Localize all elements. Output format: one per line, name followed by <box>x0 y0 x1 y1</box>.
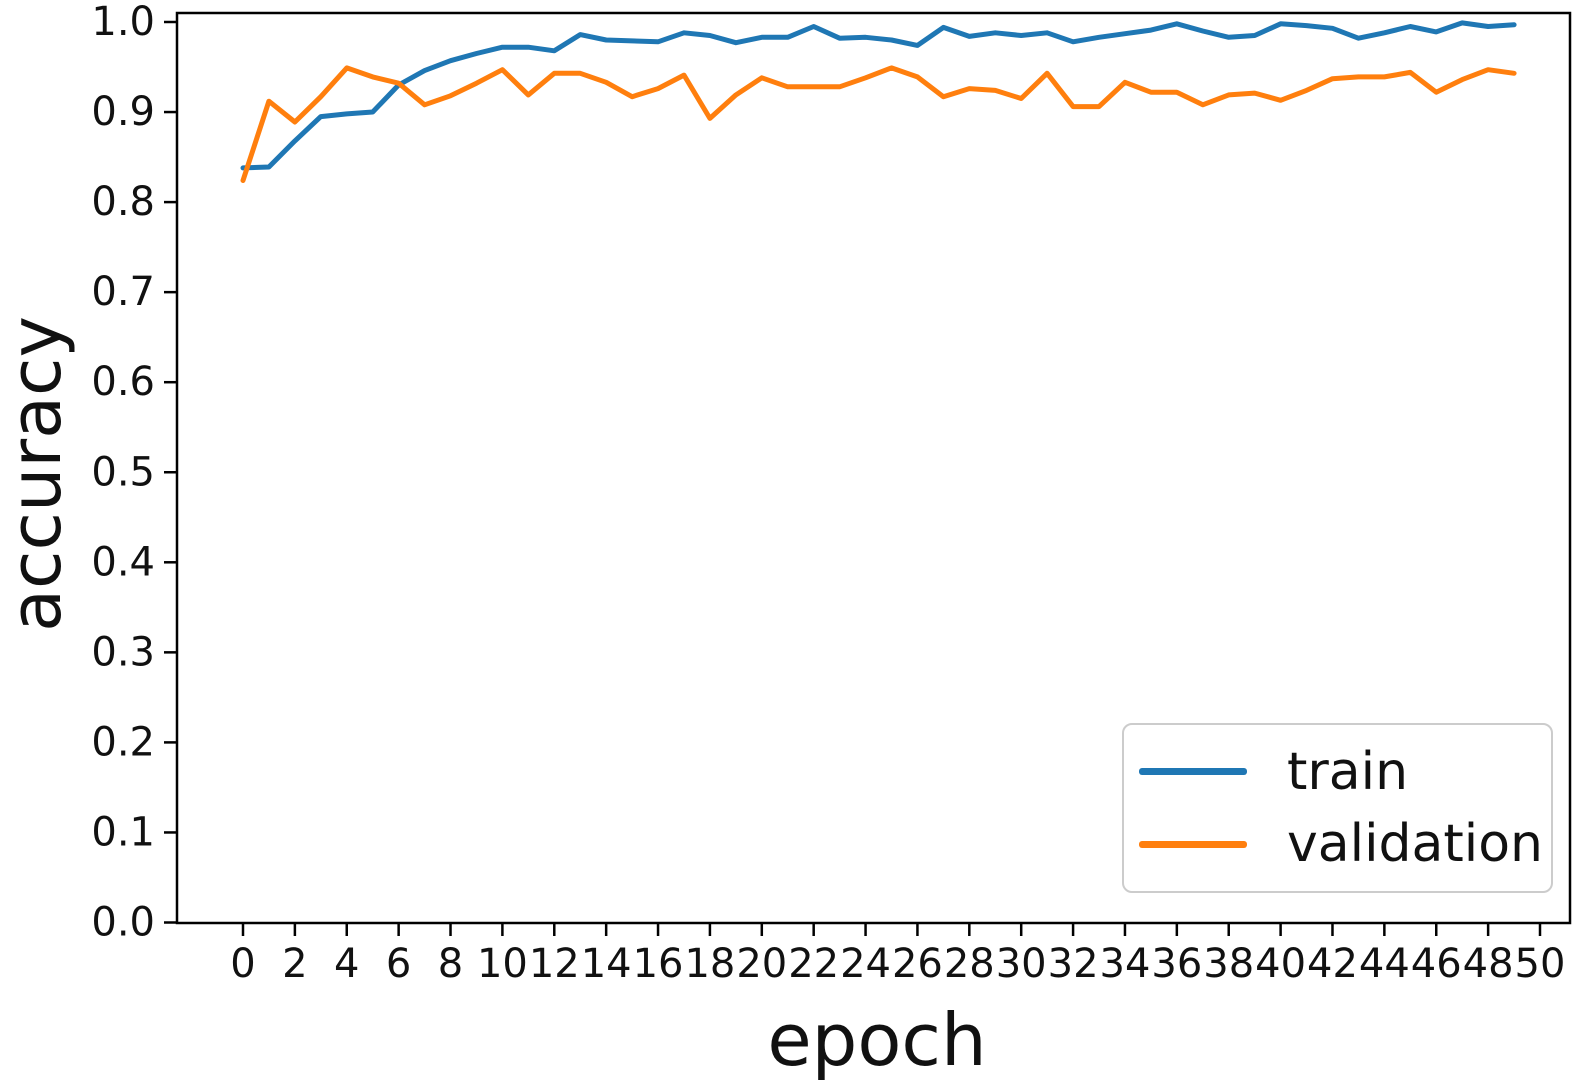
y-tick-label: 0.1 <box>91 809 155 855</box>
x-tick-label: 50 <box>1515 941 1566 987</box>
legend-label-validation: validation <box>1287 814 1544 875</box>
x-tick-label: 46 <box>1411 941 1462 987</box>
x-tick-label: 18 <box>684 941 735 987</box>
x-tick-label: 34 <box>1100 941 1151 987</box>
y-tick-label: 0.3 <box>91 629 155 675</box>
y-tick-label: 0.6 <box>91 359 155 405</box>
x-tick-label: 8 <box>438 941 463 987</box>
x-tick-label: 38 <box>1203 941 1254 987</box>
x-tick-label: 26 <box>892 941 943 987</box>
x-tick-label: 44 <box>1359 941 1410 987</box>
x-axis-label: epoch <box>767 998 987 1082</box>
x-tick-label: 48 <box>1463 941 1514 987</box>
y-tick-label: 0.9 <box>91 89 155 135</box>
y-tick-label: 0.5 <box>91 449 155 495</box>
y-tick-label: 0.0 <box>91 900 155 946</box>
validation-line-sample <box>1139 840 1247 848</box>
x-tick-label: 36 <box>1151 941 1202 987</box>
x-tick-label: 24 <box>840 941 891 987</box>
x-tick-label: 20 <box>736 941 787 987</box>
train-curve <box>240 20 1517 171</box>
y-tick-label: 0.4 <box>91 539 155 585</box>
y-tick-label: 0.2 <box>91 719 155 765</box>
x-tick-label: 16 <box>633 941 684 987</box>
legend: train validation <box>1122 723 1553 893</box>
x-tick-label: 10 <box>477 941 528 987</box>
y-axis-label: accuracy <box>0 316 77 632</box>
y-tick-label: 0.7 <box>91 269 155 315</box>
x-tick-label: 2 <box>282 941 307 987</box>
x-tick-label: 0 <box>230 941 255 987</box>
x-tick-label: 28 <box>944 941 995 987</box>
y-tick-label: 1.0 <box>91 0 155 45</box>
validation-curve <box>240 65 1517 183</box>
legend-label-train: train <box>1287 741 1409 802</box>
x-tick-label: 14 <box>581 941 632 987</box>
x-tick-label: 4 <box>334 941 359 987</box>
x-tick-label: 6 <box>386 941 411 987</box>
y-tick-label: 0.8 <box>91 179 155 225</box>
legend-item-train: train <box>1139 746 1551 798</box>
x-tick-label: 40 <box>1255 941 1306 987</box>
train-line-sample <box>1139 768 1247 776</box>
x-tick-label: 32 <box>1048 941 1099 987</box>
x-tick-label: 22 <box>788 941 839 987</box>
x-tick-label: 42 <box>1307 941 1358 987</box>
x-tick-label: 30 <box>996 941 1047 987</box>
legend-item-validation: validation <box>1139 818 1551 870</box>
plot-frame <box>175 11 1572 925</box>
x-tick-label: 12 <box>529 941 580 987</box>
